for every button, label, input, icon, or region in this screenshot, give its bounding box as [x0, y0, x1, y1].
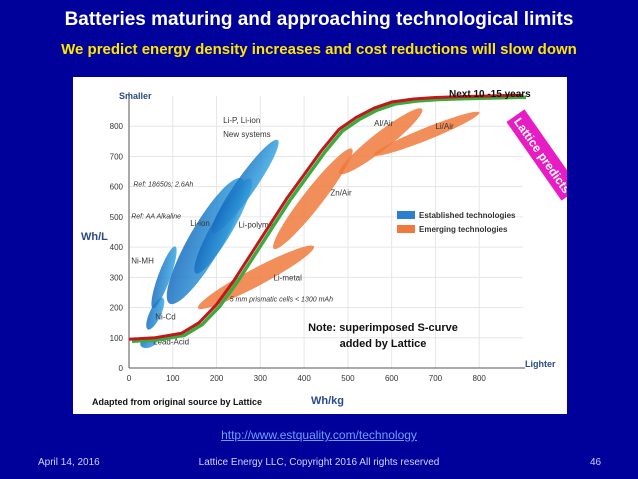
region-label: Li-ion: [190, 219, 210, 228]
legend-established: Established technologies: [419, 211, 516, 220]
region-label: Li-metal: [273, 273, 302, 282]
footer-date: April 14, 2016: [38, 457, 100, 468]
region-li-p-li-ion-new-systems: [211, 139, 279, 234]
region-al-air: [338, 108, 423, 175]
note-line-2: added by Lattice: [340, 338, 427, 350]
slide-title: Batteries maturing and approaching techn…: [64, 9, 574, 30]
region-label: Al/Air: [374, 119, 393, 128]
y-tick-label: 800: [110, 122, 124, 131]
chart-panel: 0 100 200 300 400 500 600 700 800 0 100 200 300 400 50…: [73, 77, 567, 414]
note-box: Note: superimposed S-curve added by Latt…: [308, 322, 458, 350]
scurve-red: [128, 93, 523, 341]
x-tick-label: 300: [254, 374, 268, 383]
region-label: Zn/Air: [330, 189, 352, 198]
y-tick-label: 400: [110, 243, 124, 252]
chart-ticks: 0 100 200 300 400 500 600 700 800 0 100 200 300 400 50…: [110, 122, 487, 383]
lattice-predicts-label: Lattice predicts: [511, 115, 567, 196]
y-tick-label: 700: [110, 152, 124, 161]
region-label: Li-polymer: [238, 220, 276, 229]
x-axis-title: Wh/kg: [311, 395, 344, 407]
y-axis-title: Wh/L: [81, 231, 108, 243]
region-li-metal: [197, 245, 315, 310]
page-number: 46: [590, 457, 602, 468]
y-end-label: Smaller: [119, 91, 152, 101]
annotation: Ref: AA Alkaline: [131, 213, 181, 220]
x-tick-label: 100: [166, 374, 180, 383]
annotation: 5 mm prismatic cells < 1300 mAh: [230, 297, 333, 304]
region-zn-air: [273, 148, 353, 250]
x-tick-label: 600: [385, 374, 399, 383]
y-tick-label: 0: [119, 364, 124, 373]
y-tick-label: 600: [110, 183, 124, 192]
source-link[interactable]: http://www.estquality.com/technology: [221, 428, 417, 442]
x-tick-label: 0: [127, 374, 132, 383]
x-tick-label: 800: [473, 374, 487, 383]
footer-copyright: Lattice Energy LLC, Copyright 2016 All r…: [198, 457, 440, 468]
region-label: Li-P, Li-ion: [223, 116, 260, 125]
y-tick-label: 200: [110, 304, 124, 313]
legend-emerging: Emerging technologies: [419, 225, 508, 234]
x-tick-label: 500: [341, 374, 355, 383]
x-tick-label: 200: [210, 374, 224, 383]
region-label: Ni-Cd: [155, 313, 175, 322]
y-tick-label: 300: [110, 273, 124, 282]
region-label: Ni-MH: [131, 257, 154, 266]
scurve-green: [131, 95, 526, 344]
legend-swatch-established: [397, 211, 415, 219]
x-tick-label: 700: [429, 374, 443, 383]
x-end-label: Lighter: [525, 359, 556, 369]
x-tick-label: 400: [297, 374, 311, 383]
legend-swatch-emerging: [397, 225, 415, 233]
slide-subtitle: We predict energy density increases and …: [61, 41, 577, 58]
source-note: Adapted from original source by Lattice: [92, 397, 262, 407]
region-ni-cd: [146, 297, 165, 330]
chart-grid: [128, 96, 523, 369]
legend: Established technologies Emerging techno…: [397, 211, 516, 234]
chart-axes: [128, 92, 525, 369]
region-label: Li/Air: [435, 122, 454, 131]
region-label: New systems: [223, 130, 271, 139]
chart-region-labels: Lead-Acid Ni-Cd Ni-MH Li-ion Li-polymer Li-P,…: [131, 116, 454, 346]
note-line-1: Note: superimposed S-curve: [308, 322, 458, 334]
scurve-label: Next 10 -15 years: [449, 89, 531, 100]
region-li-air: [373, 111, 480, 156]
chart-regions: [140, 108, 480, 349]
y-tick-label: 500: [110, 213, 124, 222]
y-tick-label: 100: [110, 334, 124, 343]
chart-svg: 0 100 200 300 400 500 600 700 800 0 100 200 300 400 50…: [81, 89, 567, 407]
chart-annotations: Ref: 18650s; 2.6Ah Ref: AA Alkaline 5 mm p…: [131, 182, 333, 304]
annotation: Ref: 18650s; 2.6Ah: [133, 182, 193, 189]
region-ni-mh: [151, 246, 177, 309]
region-label: Lead-Acid: [153, 337, 189, 346]
